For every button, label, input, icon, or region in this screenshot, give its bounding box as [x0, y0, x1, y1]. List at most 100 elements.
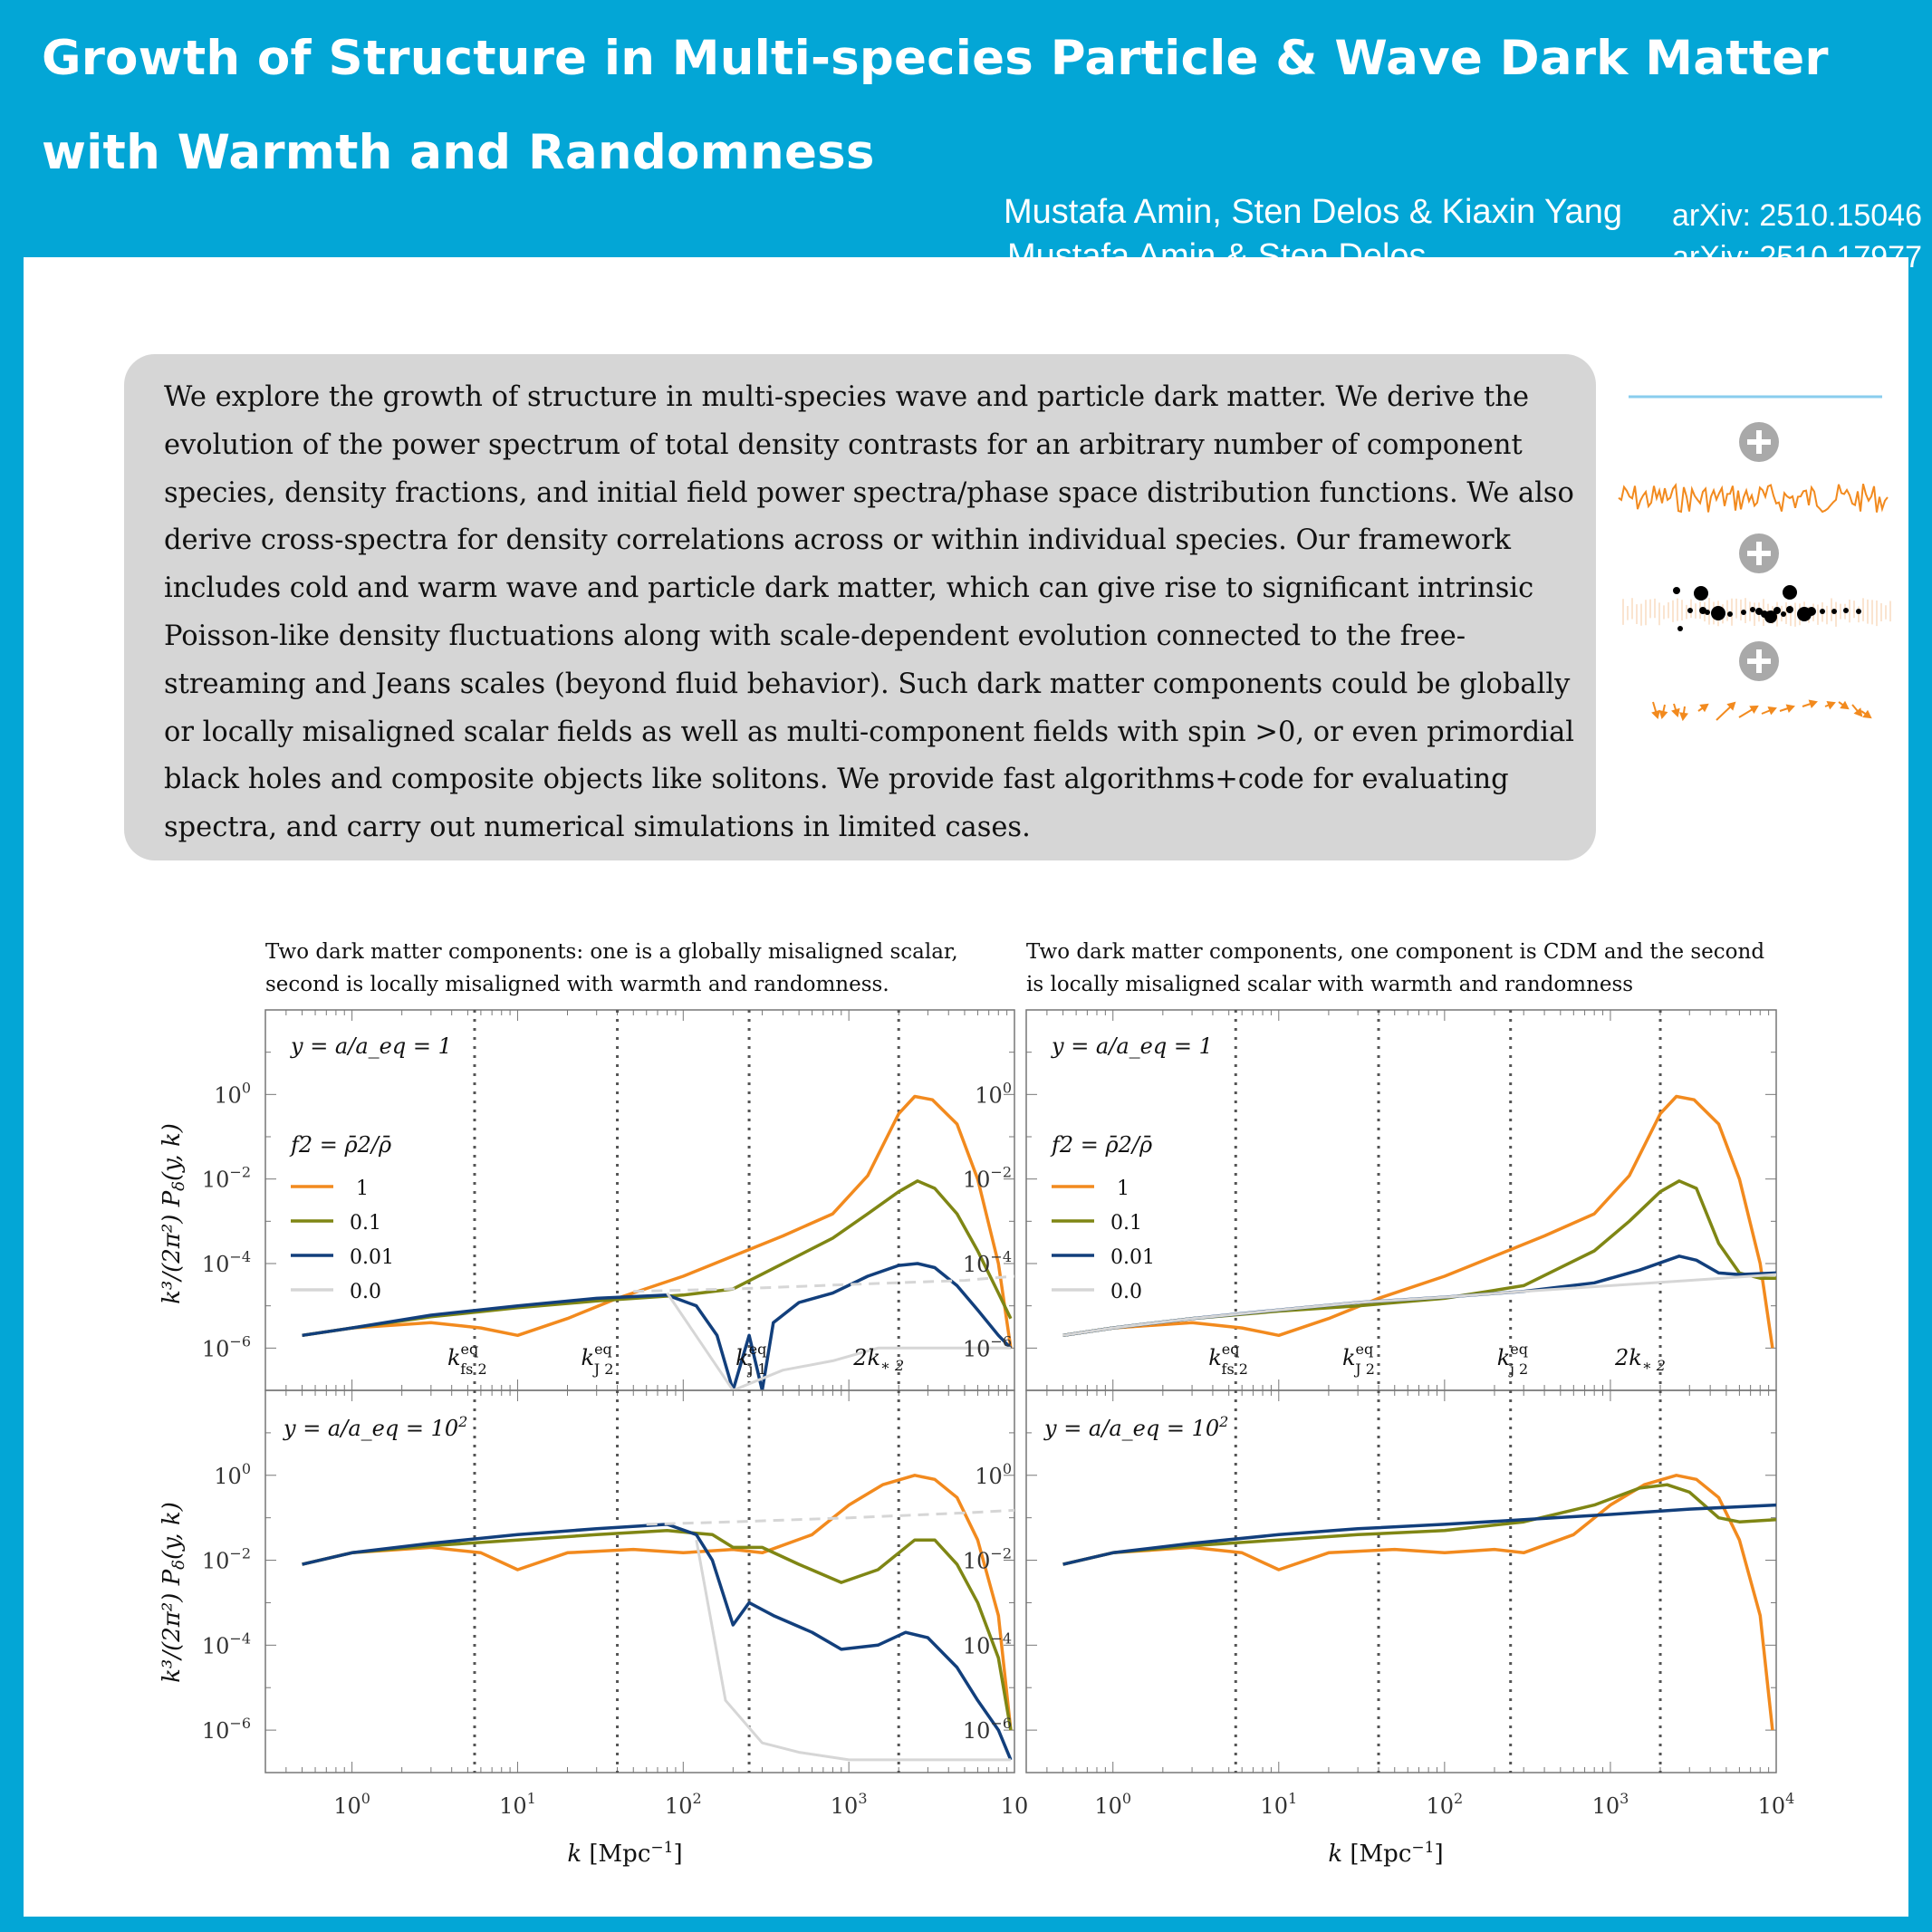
spin-arrow-head [1679, 712, 1689, 722]
legend-label: 1 [356, 1177, 369, 1200]
spin-arrow-head [1840, 700, 1850, 710]
series-line-0-01 [302, 1523, 1013, 1761]
x-tick-label: 10 [1001, 1793, 1029, 1819]
svg-text:k³/(2π²) Pδ(y, k): k³/(2π²) Pδ(y, k) [159, 1502, 188, 1683]
particle-dot [1856, 609, 1861, 614]
particle-dot [1783, 585, 1797, 600]
spin-arrow-head [1785, 704, 1795, 714]
series-line-0-0 [695, 1539, 1011, 1762]
chart-panel-right-top: 100 10−2 10−4 10−6 y = a/a_eq = 1 f2 = ρ̄2/ρ̄… [963, 1009, 1777, 1391]
y-tick-label: 10−4 [963, 1248, 1012, 1277]
scale-marker-label: keq J 2 [582, 1341, 614, 1378]
scale-marker-label: keq fs 2 [1208, 1341, 1248, 1378]
wave-field-icon [1618, 482, 1889, 514]
scale-marker-label: keq fs 2 [447, 1341, 487, 1378]
plus-icon [1739, 533, 1779, 573]
abstract-text: We explore the growth of structure in mu… [164, 381, 1575, 844]
legend-label: 0.1 [1110, 1212, 1142, 1235]
arxiv-link-1[interactable]: arXiv: 2510.15046 [1672, 198, 1922, 233]
spin-arrow-head [1671, 707, 1680, 717]
particle-dot [1820, 609, 1825, 614]
poster-title-line2: with Warmth and Randomness [42, 125, 875, 180]
particle-dot [1807, 607, 1816, 616]
legend-label: 0.1 [350, 1212, 381, 1235]
y-tick-label: 10−2 [202, 1545, 251, 1574]
series-line-0-1 [302, 1179, 1013, 1338]
legend-label: 0.01 [350, 1246, 394, 1269]
legend-label: 0.0 [1110, 1281, 1142, 1303]
y-tick-label: 10−6 [202, 1332, 251, 1361]
series-line-reference [646, 1508, 1014, 1526]
abstract-box: We explore the growth of structure in mu… [124, 354, 1596, 860]
chart-panel-right-bottom: 100 10−2 10−4 10−6 100 101 102 103 104 y = a/a_eq… [963, 1389, 1794, 1819]
y-tick-label: 10−4 [202, 1629, 251, 1658]
spin-arrow-head [1808, 699, 1818, 709]
scale-marker-label: keq J 2 [1342, 1341, 1375, 1378]
scale-marker-label: 2k∗ 2 [1614, 1345, 1666, 1374]
chart-panel-left-top: 100 10−2 10−4 10−6 y = a/a_eq = 1 f2 = ρ̄2/ρ̄… [202, 1009, 1015, 1391]
spin-arrow-head [1726, 701, 1736, 711]
series-line-1 [1062, 1094, 1774, 1349]
y-tick-label: 100 [975, 1460, 1012, 1489]
spin-arrow-head [1826, 700, 1836, 710]
particle-dot [1711, 606, 1725, 620]
particle-dot [1764, 610, 1777, 623]
spin-arrow-head [1699, 703, 1709, 713]
x-tick-label: 100 [1094, 1790, 1131, 1819]
y-axis-label-top: k³/(2π²) Pδ(y, k) [159, 1123, 188, 1304]
x-axis-label-right: k [Mpc−1] [1328, 1839, 1443, 1868]
series-line-1 [302, 1094, 1013, 1349]
chart-panel-left-bottom: 100 10−2 10−4 10−6 100 101 102 103 10 y = a/a_eq … [202, 1389, 1029, 1819]
series-group [302, 1094, 1014, 1390]
chart-frame [264, 1389, 1015, 1773]
particle-dot [1750, 607, 1755, 612]
spin-arrow-head [1651, 709, 1660, 720]
particle-dot [1741, 610, 1746, 615]
particle-dot [1694, 586, 1708, 601]
y-annotation: y = a/a_eq = 102 [283, 1413, 467, 1441]
legend-label: 1 [1117, 1177, 1129, 1200]
legend-label: 0.01 [1110, 1246, 1155, 1269]
y-tick-label: 100 [214, 1460, 251, 1489]
y-tick-label: 10−4 [202, 1248, 251, 1277]
x-tick-label: 103 [1592, 1790, 1629, 1819]
particle-dot [1677, 626, 1683, 631]
spin-arrow-head [1658, 709, 1668, 720]
y-axis-label-bottom: k³/(2π²) Pδ(y, k) [159, 1502, 188, 1683]
chart-frame [1025, 1009, 1777, 1391]
legend-title: f2 = ρ̄2/ρ̄ [1050, 1132, 1152, 1158]
species-illustration [1618, 395, 1891, 722]
y-annotation: y = a/a_eq = 1 [1051, 1033, 1213, 1059]
particle-dot [1773, 607, 1781, 614]
spin-arrow-head [1767, 706, 1777, 716]
scale-marker-label: 2k∗ 2 [852, 1345, 904, 1374]
y-tick-label: 100 [975, 1079, 1012, 1108]
series-group [1062, 1474, 1776, 1731]
caption-right: Two dark matter components, one componen… [1026, 940, 1765, 996]
x-tick-label: 101 [1260, 1790, 1297, 1819]
series-line-1 [1062, 1474, 1774, 1731]
particle-dot [1843, 608, 1849, 613]
x-tick-label: 101 [499, 1790, 536, 1819]
y-tick-label: 10−2 [963, 1545, 1012, 1574]
spin-arrow-head [1862, 709, 1872, 719]
series-line-0-0 [1062, 1273, 1776, 1337]
svg-text:k³/(2π²) Pδ(y, k): k³/(2π²) Pδ(y, k) [159, 1123, 188, 1304]
chart-frame [264, 1009, 1015, 1391]
series-line-0-01 [1062, 1503, 1776, 1566]
particle-dot [1687, 608, 1693, 613]
legend-label: 0.0 [350, 1281, 381, 1303]
y-tick-label: 10−4 [963, 1629, 1012, 1658]
particles-icon [1622, 585, 1891, 631]
series-line-0-0 [666, 1292, 1011, 1390]
spin-field-arrows-icon [1651, 699, 1872, 722]
x-tick-label: 102 [1426, 1790, 1463, 1819]
scale-marker-label: keq j 1 [735, 1341, 767, 1378]
poster-title-line1: Growth of Structure in Multi-species Par… [42, 31, 1829, 86]
y-tick-label: 100 [214, 1079, 251, 1108]
y-tick-label: 10−6 [963, 1715, 1012, 1744]
x-tick-label: 100 [333, 1790, 370, 1819]
series-line-reference [633, 1274, 1014, 1293]
spin-arrow-head [1853, 707, 1863, 717]
